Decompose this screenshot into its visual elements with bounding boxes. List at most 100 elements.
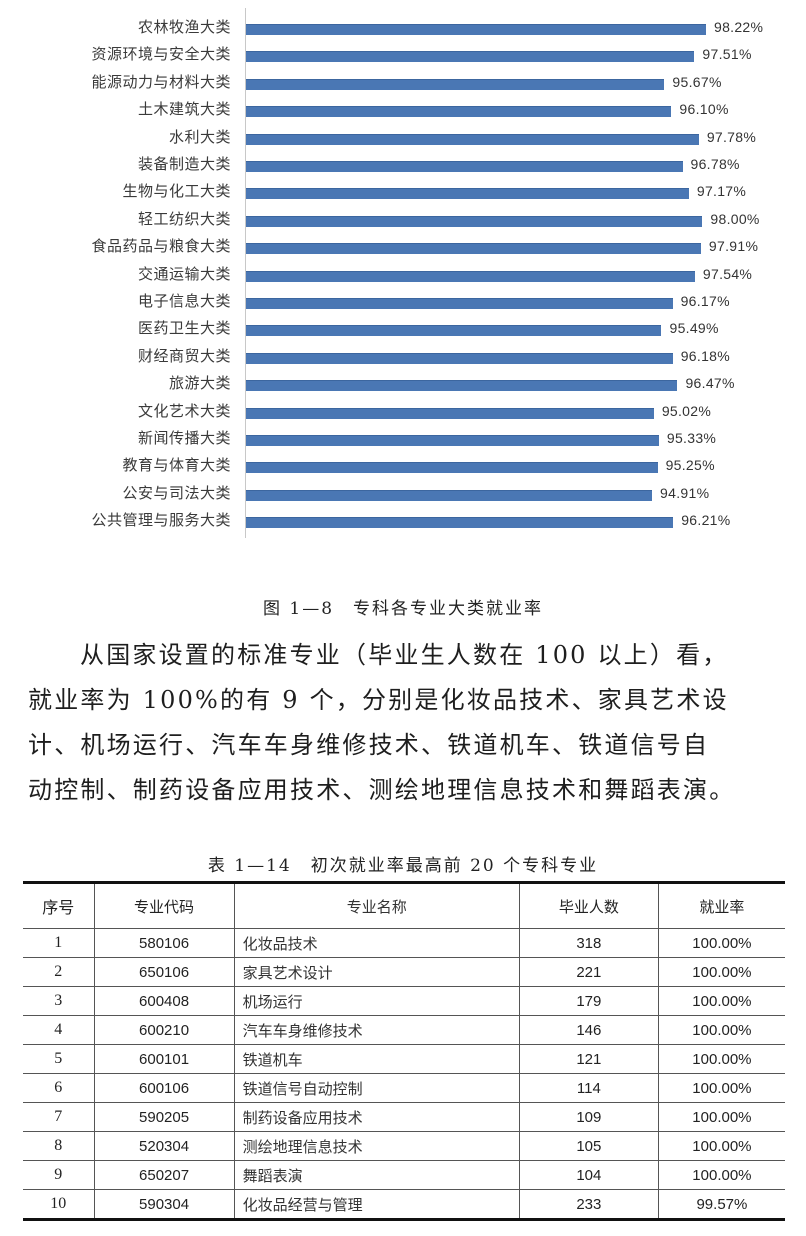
table-row: 8 520304 测绘地理信息技术 105 100.00% (23, 1131, 785, 1161)
bar (246, 188, 689, 200)
table-row: 1 580106 化妆品技术 318 100.00% (23, 928, 785, 958)
value-label: 96.21% (681, 512, 731, 529)
major-name: 化妆品技术 (234, 928, 520, 958)
category-label: 财经商贸大类 (137, 346, 231, 365)
category-label: 教育与体育大类 (122, 456, 231, 475)
table-body: 1 580106 化妆品技术 318 100.00% 2 650106 家具艺术设计 221 10… (23, 928, 785, 1220)
employment-rate: 99.57% (658, 1189, 785, 1220)
chart-bar-row: 医药卫生大类 95.49% (0, 314, 806, 341)
chart-bar-row: 食品药品与粮食大类 97.91% (0, 232, 806, 259)
bar (246, 24, 706, 35)
header-index: 序号 (23, 882, 95, 929)
major-name: 铁道机车 (234, 1044, 520, 1074)
chart-bar-row: 农林牧渔大类 98.22% (0, 13, 806, 40)
row-index: 6 (23, 1073, 95, 1103)
bar (246, 435, 659, 446)
major-code: 590205 (94, 1102, 235, 1132)
major-name: 化妆品经营与管理 (234, 1189, 520, 1220)
value-label: 98.22% (713, 19, 764, 35)
table-row: 4 600210 汽车车身维修技术 146 100.00% (23, 1015, 785, 1045)
table-row: 6 600106 铁道信号自动控制 114 100.00% (23, 1073, 785, 1103)
header-graduates: 毕业人数 (519, 882, 659, 929)
graduate-count: 233 (519, 1189, 659, 1220)
bar (246, 215, 703, 227)
employment-rate: 100.00% (658, 1073, 785, 1103)
category-label: 土木建筑大类 (137, 100, 231, 119)
category-label: 文化艺术大类 (137, 401, 231, 420)
chart-bar-row: 土木建筑大类 96.10% (0, 95, 806, 122)
chart-bar-row: 水利大类 97.78% (0, 123, 806, 150)
row-index: 4 (23, 1015, 95, 1045)
paragraph-line: 计、机场运行、汽车车身维修技术、铁道机车、铁道信号自 (28, 731, 710, 759)
row-index: 5 (23, 1044, 95, 1074)
row-index: 1 (23, 928, 95, 958)
major-name: 铁道信号自动控制 (234, 1073, 520, 1103)
category-label: 公共管理与服务大类 (91, 511, 231, 530)
category-label: 能源动力与材料大类 (91, 72, 231, 91)
major-code: 650106 (94, 957, 235, 987)
bar (246, 106, 672, 118)
bar (246, 270, 695, 282)
major-code: 600210 (94, 1015, 235, 1045)
figure-caption: 图 1—8 专科各专业大类就业率 (262, 599, 544, 619)
major-code: 650207 (94, 1160, 235, 1190)
chart-bar-row: 轻工纺织大类 98.00% (0, 205, 806, 232)
major-code: 580106 (94, 928, 235, 958)
bar (246, 352, 673, 364)
major-name: 舞蹈表演 (234, 1160, 520, 1190)
employment-rate: 100.00% (658, 957, 785, 987)
major-code: 600106 (94, 1073, 235, 1103)
graduate-count: 105 (519, 1131, 659, 1161)
chart-bar-row: 生物与化工大类 97.17% (0, 177, 806, 204)
major-code: 520304 (94, 1131, 235, 1161)
bar (246, 489, 653, 501)
bar (246, 298, 673, 309)
category-label: 资源环境与安全大类 (91, 45, 231, 64)
graduate-count: 104 (519, 1160, 659, 1190)
category-label: 电子信息大类 (137, 292, 231, 310)
paragraph-line: 从国家设置的标准专业（毕业生人数在 100 以上）看， (80, 641, 729, 669)
employment-rate: 100.00% (658, 1131, 785, 1161)
bar (246, 380, 678, 392)
graduate-count: 179 (519, 986, 659, 1016)
value-label: 95.02% (661, 402, 712, 419)
value-label: 95.33% (666, 430, 717, 446)
graduate-count: 109 (519, 1102, 659, 1132)
bar-chart: 农林牧渔大类 98.22% 资源环境与安全大类 97.51% 能源动力与材料大类 95.6… (0, 0, 806, 545)
bar (246, 161, 683, 172)
category-label: 轻工纺织大类 (137, 209, 231, 228)
graduate-count: 121 (519, 1044, 659, 1074)
row-index: 2 (23, 957, 95, 987)
bar (246, 243, 701, 255)
value-label: 97.91% (708, 238, 759, 255)
bar (246, 517, 674, 529)
value-label: 97.51% (702, 46, 752, 63)
bar (246, 407, 654, 419)
value-label: 96.17% (680, 293, 730, 309)
header-rate: 就业率 (658, 882, 785, 929)
category-label: 交通运输大类 (137, 264, 231, 283)
category-label: 装备制造大类 (137, 155, 231, 173)
bar (246, 78, 665, 90)
row-index: 10 (23, 1189, 95, 1220)
category-label: 旅游大类 (168, 374, 231, 393)
category-label: 生物与化工大类 (122, 182, 231, 201)
chart-bar-row: 文化艺术大类 95.02% (0, 397, 806, 424)
value-label: 97.17% (696, 183, 747, 200)
employment-rate: 100.00% (658, 1160, 785, 1190)
category-label: 新闻传播大类 (137, 429, 231, 447)
table-row: 3 600408 机场运行 179 100.00% (23, 986, 785, 1016)
chart-bar-row: 交通运输大类 97.54% (0, 260, 806, 287)
major-name: 测绘地理信息技术 (234, 1131, 520, 1161)
table-row: 9 650207 舞蹈表演 104 100.00% (23, 1160, 785, 1190)
bar (246, 325, 662, 337)
header-code: 专业代码 (94, 882, 235, 929)
employment-rate: 100.00% (658, 1102, 785, 1132)
table-row: 10 590304 化妆品经营与管理 233 99.57% (23, 1189, 785, 1220)
chart-bar-row: 教育与体育大类 95.25% (0, 451, 806, 478)
paragraph-line: 动控制、制药设备应用技术、测绘地理信息技术和舞蹈表演。 (28, 776, 736, 804)
chart-bar-row: 公安与司法大类 94.91% (0, 479, 806, 506)
employment-rate: 100.00% (658, 1015, 785, 1045)
value-label: 97.78% (706, 128, 757, 145)
chart-bar-row: 财经商贸大类 96.18% (0, 342, 806, 369)
